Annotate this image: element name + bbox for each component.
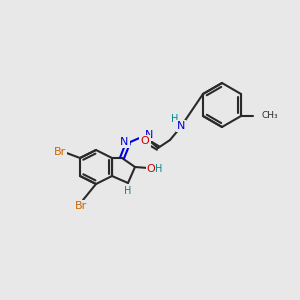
Text: H: H — [124, 186, 132, 196]
Text: CH₃: CH₃ — [261, 112, 278, 121]
Text: O: O — [141, 136, 149, 146]
Text: Br: Br — [75, 201, 87, 211]
Text: N: N — [177, 121, 185, 131]
Text: H: H — [155, 164, 163, 174]
Text: O: O — [147, 164, 155, 174]
Text: N: N — [120, 137, 128, 147]
Text: H: H — [171, 114, 179, 124]
Text: Br: Br — [54, 147, 66, 157]
Text: N: N — [145, 130, 153, 140]
